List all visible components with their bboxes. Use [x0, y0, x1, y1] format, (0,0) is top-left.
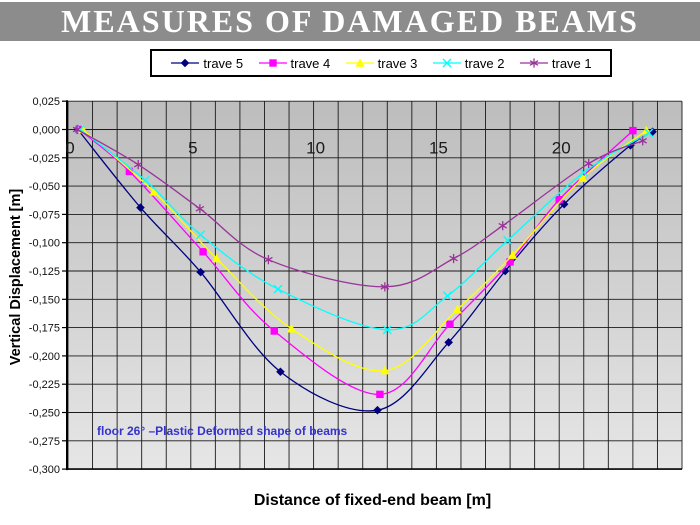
square-marker: [270, 327, 279, 335]
x-tick-label: 10: [306, 139, 325, 158]
legend-item-trave-5: trave 5: [170, 56, 243, 71]
series-line-trave-1: [76, 128, 643, 288]
diamond-marker: [276, 367, 285, 377]
square-marker: [446, 320, 454, 328]
chart-title: MEASURES OF DAMAGED BEAMS: [61, 3, 639, 39]
x-marker: [382, 325, 392, 335]
asterisk-marker: [638, 136, 648, 146]
asterisk-marker: [72, 124, 82, 135]
x-legend-marker-icon: [432, 58, 461, 68]
y-tick-label: 0,000: [32, 125, 60, 137]
y-tick-label: -0,175: [29, 323, 60, 335]
x-tick-label: 0: [65, 139, 74, 158]
square-marker: [376, 390, 384, 399]
square-marker: [506, 258, 514, 266]
diamond-marker: [181, 58, 190, 68]
square-marker: [268, 59, 277, 67]
y-tick-label: -0,250: [29, 408, 60, 420]
y-tick-label: -0,075: [29, 209, 60, 221]
x-marker: [503, 235, 513, 245]
legend-label: trave 5: [203, 55, 244, 71]
triangle-marker: [355, 58, 365, 67]
y-tick-label: -0,200: [29, 351, 60, 363]
diamond-marker: [196, 267, 205, 277]
legend-label: trave 4: [290, 55, 331, 71]
triangle-marker: [286, 323, 297, 333]
chart-legend: trave 5 trave 4 trave 3 trave 2 trave 1: [150, 49, 612, 77]
diamond-marker: [136, 203, 145, 212]
y-tick-label: -0,100: [29, 238, 60, 250]
square-marker: [125, 167, 134, 176]
legend-label: trave 2: [464, 55, 505, 71]
x-tick-label: 5: [188, 139, 197, 158]
y-tick-label: -0,050: [29, 181, 60, 193]
legend-item-trave-1: trave 1: [519, 56, 592, 71]
x-tick-label: 15: [429, 139, 448, 158]
triangle-marker: [212, 253, 222, 263]
x-marker: [273, 284, 283, 294]
asterisk-marker: [133, 159, 143, 170]
diamond-marker: [444, 338, 453, 347]
series-line-trave-5: [77, 129, 653, 412]
legend-label: trave 3: [377, 55, 418, 71]
triangle-marker: [380, 365, 390, 375]
x-marker: [442, 291, 452, 301]
asterisk-marker: [498, 221, 508, 231]
y-tick-label: 0,025: [32, 96, 60, 108]
square-marker: [555, 195, 563, 204]
triangle-legend-marker-icon: [345, 58, 374, 67]
asterisk-marker: [195, 204, 205, 214]
y-tick-label: -0,275: [29, 436, 60, 448]
y-tick-label: -0,125: [29, 266, 60, 278]
x-marker: [196, 230, 206, 240]
square-legend-marker-icon: [258, 59, 287, 67]
y-tick-label: -0,300: [29, 464, 60, 476]
x-marker: [442, 58, 452, 68]
y-tick-label: -0,025: [29, 153, 60, 165]
asterisk-legend-marker-icon: [519, 58, 548, 68]
chart-title-band: MEASURES OF DAMAGED BEAMS: [0, 2, 700, 41]
square-marker: [199, 248, 207, 256]
x-tick-label: 20: [552, 139, 571, 158]
triangle-marker: [507, 250, 518, 259]
y-axis-title: Vertical Displacement [m]: [8, 188, 24, 366]
diamond-legend-marker-icon: [171, 58, 200, 68]
triangle-marker: [149, 186, 159, 196]
legend-item-trave-4: trave 4: [258, 55, 331, 71]
x-marker: [579, 168, 589, 178]
chart-annotation: floor 26° –Plastic Deformed shape of bea…: [97, 424, 348, 438]
triangle-marker: [577, 173, 588, 182]
square-marker: [629, 126, 637, 135]
x-marker: [644, 128, 654, 138]
asterisk-marker: [584, 158, 593, 169]
legend-label: trave 1: [551, 55, 592, 71]
diamond-marker: [373, 405, 382, 415]
square-marker: [75, 125, 83, 134]
legend-item-trave-3: trave 3: [345, 55, 418, 71]
asterisk-marker: [264, 255, 273, 265]
asterisk-marker: [449, 253, 458, 264]
legend-item-trave-2: trave 2: [432, 56, 505, 71]
asterisk-marker: [529, 58, 539, 68]
asterisk-marker: [380, 282, 390, 292]
x-axis-title: Distance of fixed-end beam [m]: [253, 492, 492, 509]
triangle-marker: [452, 304, 462, 314]
y-tick-label: -0,225: [29, 379, 60, 391]
plot-area: [67, 101, 682, 470]
y-tick-label: -0,150: [29, 294, 60, 306]
x-marker: [140, 175, 150, 185]
